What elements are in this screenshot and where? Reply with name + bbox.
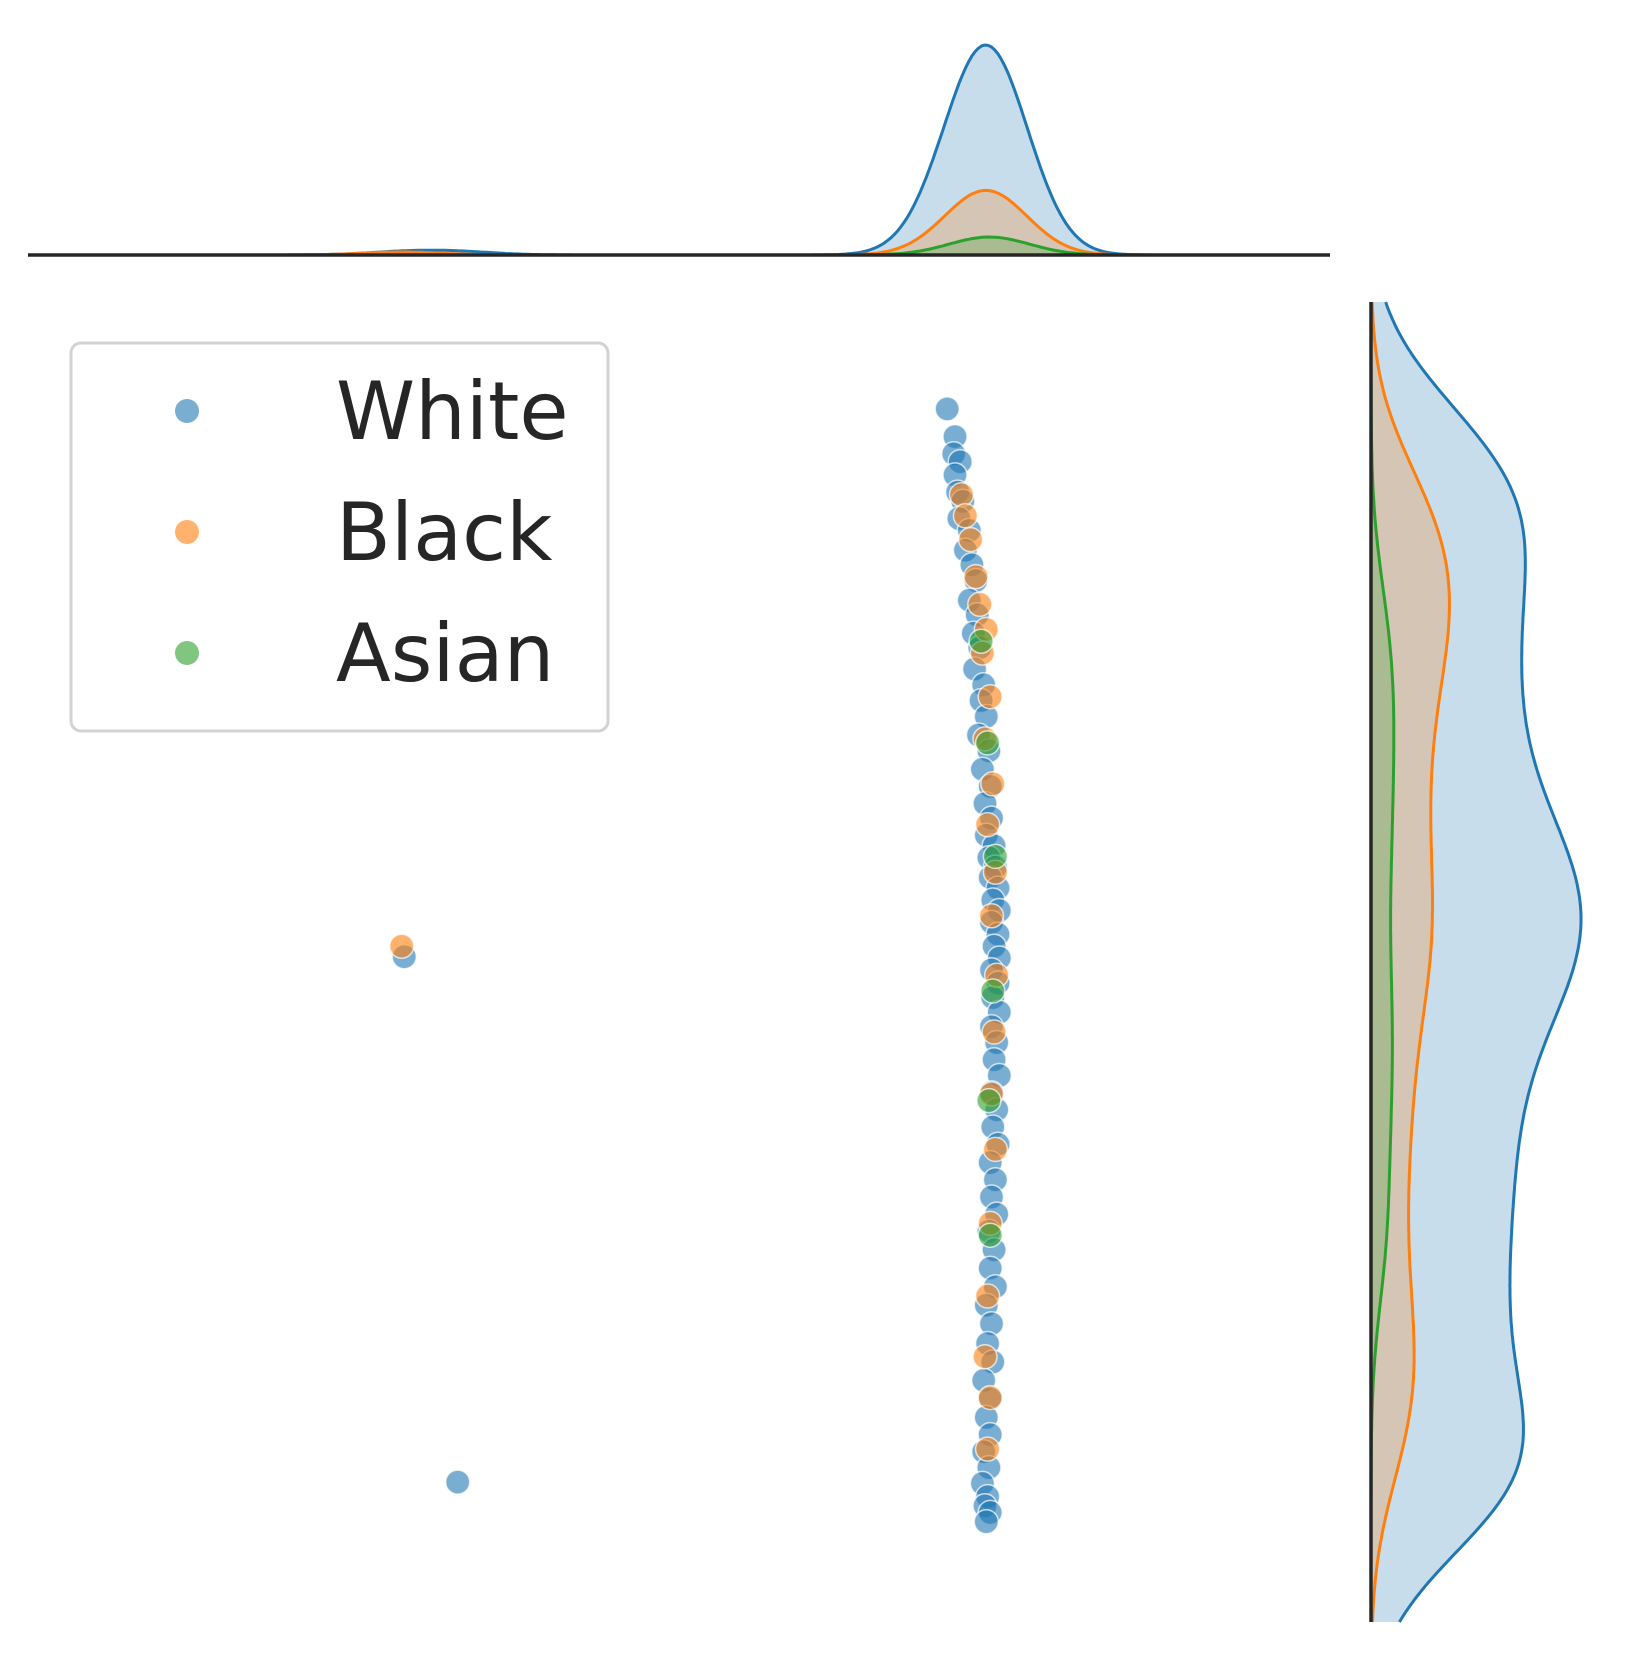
point-black bbox=[974, 1283, 1001, 1309]
scatter-points bbox=[388, 396, 1013, 1535]
point-black bbox=[974, 1436, 1001, 1462]
point-black bbox=[981, 1019, 1007, 1045]
point-asian bbox=[982, 843, 1009, 870]
point-black bbox=[957, 526, 984, 553]
right-kde-line-white bbox=[1384, 301, 1583, 1623]
legend-marker-asian bbox=[175, 641, 199, 665]
top-marginal-kde bbox=[28, 43, 1330, 257]
right-kde-area-white bbox=[1371, 302, 1581, 1622]
point-asian bbox=[968, 628, 994, 654]
top-kde-line-white bbox=[28, 43, 1330, 257]
top-kde-area-asian bbox=[28, 237, 1330, 255]
point-black bbox=[388, 933, 415, 959]
point-asian bbox=[974, 730, 1001, 756]
legend-label-asian: Asian bbox=[336, 607, 554, 700]
legend: White Black Asian bbox=[69, 341, 610, 733]
point-white bbox=[973, 1508, 1000, 1535]
legend-label-white: White bbox=[336, 365, 569, 458]
point-asian bbox=[980, 978, 1006, 1004]
point-asian bbox=[977, 1222, 1003, 1248]
right-kde-line-black bbox=[1370, 301, 1451, 1623]
top-kde-line-black bbox=[28, 188, 1330, 257]
point-black bbox=[963, 563, 989, 590]
legend-label-black: Black bbox=[336, 486, 553, 579]
point-white bbox=[444, 1469, 471, 1495]
point-black bbox=[972, 1343, 998, 1370]
legend-frame bbox=[69, 341, 610, 733]
point-black bbox=[948, 481, 975, 508]
point-black bbox=[978, 903, 1005, 929]
top-kde-area-black bbox=[28, 190, 1330, 255]
legend-marker-white bbox=[175, 399, 199, 423]
point-black bbox=[952, 503, 979, 529]
point-black bbox=[980, 771, 1006, 797]
top-kde-line-asian bbox=[28, 235, 1330, 257]
point-black bbox=[967, 591, 993, 618]
point-asian bbox=[976, 1087, 1002, 1114]
right-kde-area-black bbox=[1371, 302, 1450, 1622]
right-marginal-kde bbox=[1369, 301, 1583, 1623]
point-black bbox=[974, 811, 1001, 838]
point-black bbox=[982, 1136, 1009, 1163]
point-black bbox=[977, 1384, 1003, 1411]
legend-marker-black bbox=[175, 520, 199, 544]
point-white bbox=[934, 396, 960, 422]
point-black bbox=[977, 683, 1003, 710]
top-kde-area-white bbox=[28, 45, 1330, 255]
